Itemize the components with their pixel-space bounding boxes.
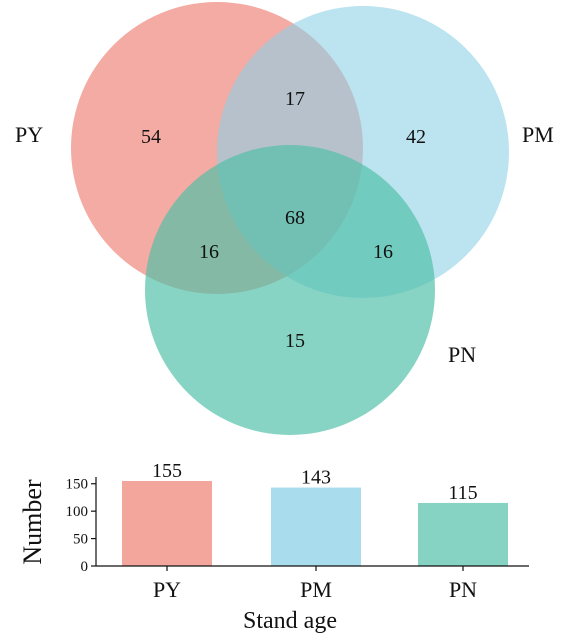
x-tick-label-pm: PM xyxy=(300,577,332,602)
bar-py xyxy=(122,481,212,566)
venn-set-label-pn: PN xyxy=(448,342,476,367)
y-tick-label: 50 xyxy=(73,532,88,548)
bar-value-label-pn: 115 xyxy=(448,482,477,504)
venn-region-pn-only: 15 xyxy=(285,330,305,352)
venn-set-label-py: PY xyxy=(15,122,43,147)
y-axis-label: Number xyxy=(18,479,47,565)
bar-pn xyxy=(418,502,508,566)
bar-pm xyxy=(271,487,361,566)
bar-series xyxy=(122,481,508,566)
x-tick-label-py: PY xyxy=(153,577,181,602)
venn-region-py-pn: 16 xyxy=(199,241,219,263)
venn-region-py-pm-pn: 68 xyxy=(285,207,305,229)
venn-region-pm-only: 42 xyxy=(406,126,426,148)
venn-region-pm-pn: 16 xyxy=(373,241,393,263)
bar-chart: 155 143 115 0 50 100 150 PY PM PN Number Stand … xyxy=(18,460,529,634)
venn-region-py-pm: 17 xyxy=(285,88,305,110)
y-tick-label: 0 xyxy=(81,559,89,575)
bar-value-labels: 155 143 115 xyxy=(152,460,478,504)
y-tick-label: 150 xyxy=(66,477,89,493)
y-axis-ticks: 0 50 100 150 xyxy=(66,477,96,575)
venn-set-label-pm: PM xyxy=(522,122,554,147)
venn-diagram: PY PM PN 54 42 15 17 16 16 68 xyxy=(15,2,554,435)
bar-value-label-py: 155 xyxy=(152,460,182,482)
venn-region-py-only: 54 xyxy=(141,126,161,148)
bar-value-label-pm: 143 xyxy=(301,467,331,489)
venn-circle-pn xyxy=(145,145,435,435)
x-axis-label: Stand age xyxy=(243,608,337,634)
y-tick-label: 100 xyxy=(66,504,89,520)
x-tick-label-pn: PN xyxy=(449,577,477,602)
x-axis-ticks: PY PM PN xyxy=(153,566,477,602)
